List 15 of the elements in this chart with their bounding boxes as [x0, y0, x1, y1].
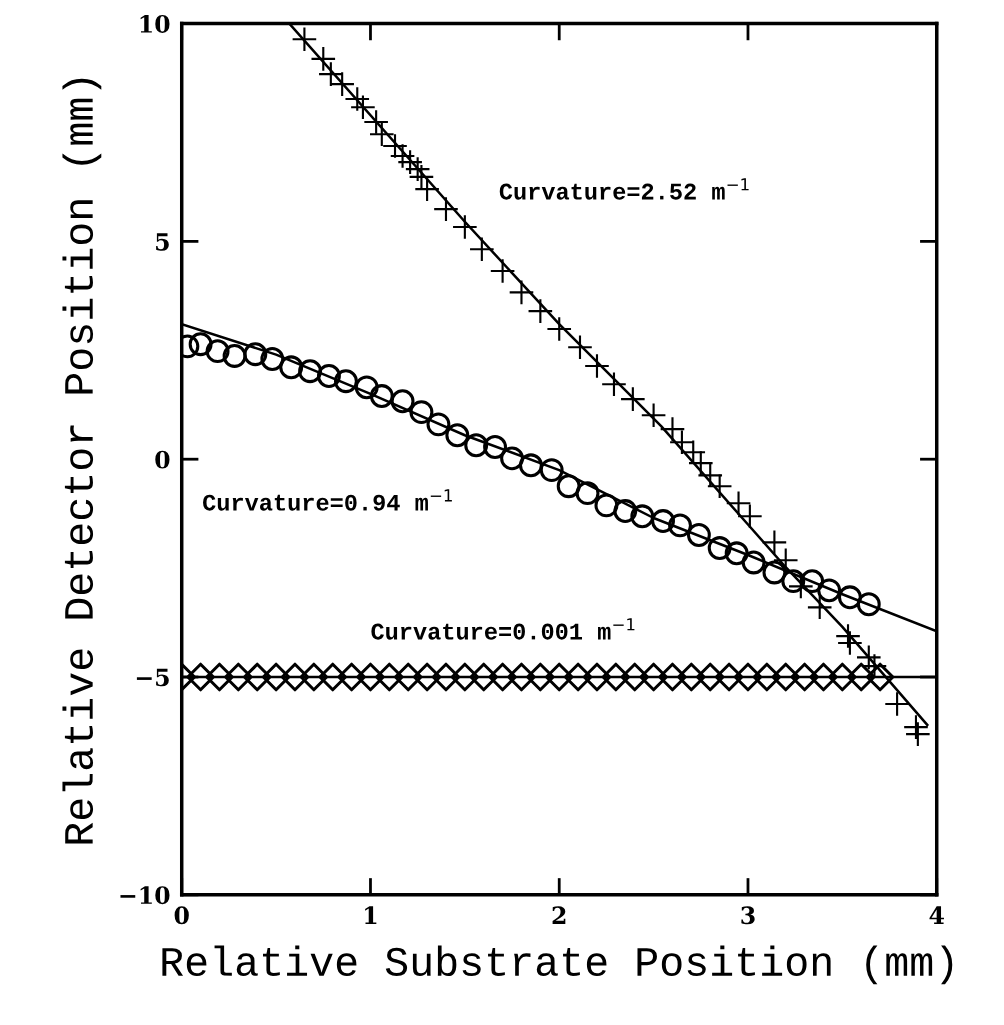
x-tick-label: 1 — [365, 906, 377, 924]
annotation: Curvature=2.52 m$^{−1}$ — [499, 178, 749, 200]
annotation: Curvature=0.94 m$^{−1}$ — [203, 489, 452, 511]
x-tick-label: 4 — [929, 906, 944, 924]
x-tick-label: 0 — [174, 906, 189, 925]
annotation: Curvature=0.001 m$^{−1}$ — [371, 618, 635, 640]
y-tick-label: −5 — [136, 668, 169, 687]
y-tick-label: 0 — [155, 450, 170, 469]
y-tick-label: 5 — [156, 233, 169, 251]
x-tick-label: 2 — [552, 906, 566, 924]
x-tick-label: 3 — [741, 906, 755, 925]
y-axis-title: Relative Detector Position (mm) — [62, 78, 102, 844]
y-tick-label: −10 — [120, 886, 170, 905]
y-tick-label: 10 — [140, 15, 170, 33]
x-axis-title: Relative Substrate Position (mm) — [162, 945, 953, 985]
